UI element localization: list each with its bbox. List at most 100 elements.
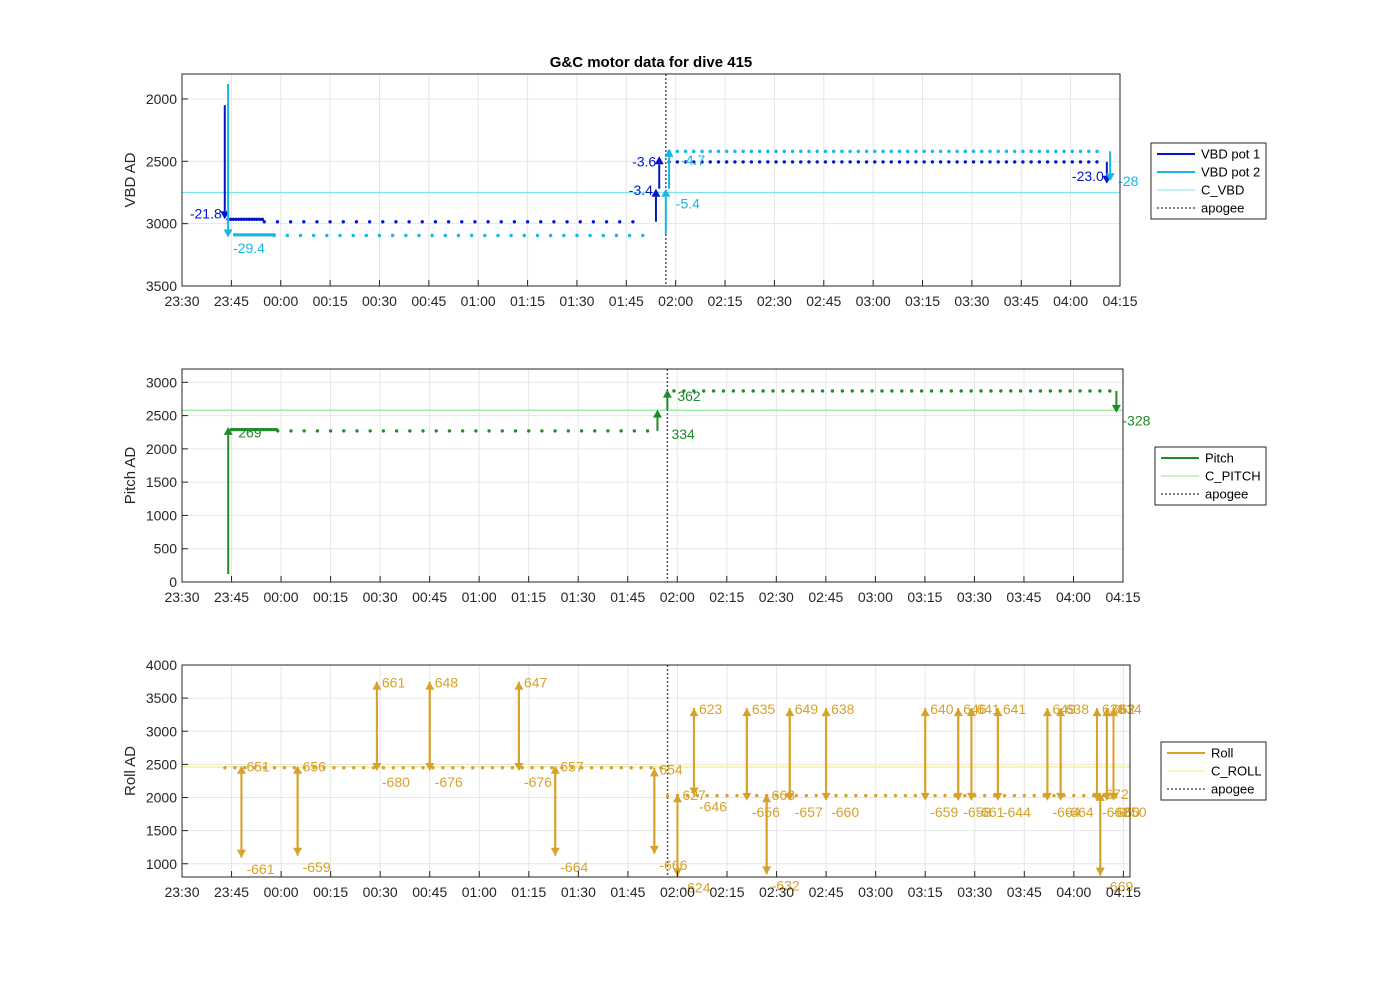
x-tick-label: 00:00 xyxy=(264,884,299,900)
data-point xyxy=(619,429,623,433)
data-point xyxy=(629,765,633,770)
data-point xyxy=(930,149,935,154)
data-point xyxy=(766,149,770,154)
data-point xyxy=(364,233,369,238)
data-point xyxy=(641,233,645,238)
x-tick-label: 00:15 xyxy=(313,884,348,900)
data-point xyxy=(322,765,326,770)
data-point xyxy=(963,160,968,164)
y-tick-label: 2500 xyxy=(146,408,177,424)
legend-label: apogee xyxy=(1201,201,1244,216)
data-point xyxy=(256,233,261,237)
legend-label: VBD pot 1 xyxy=(1201,147,1260,162)
data-point xyxy=(721,389,726,393)
x-tick-label: 02:15 xyxy=(709,884,744,900)
data-point xyxy=(473,220,477,224)
axes-box xyxy=(181,664,1131,878)
data-point xyxy=(947,160,951,164)
data-point xyxy=(461,765,465,770)
move-arrowhead xyxy=(664,148,674,157)
x-tick-label: 03:30 xyxy=(957,589,992,605)
data-point xyxy=(246,233,250,237)
move-label: -23.0 xyxy=(1072,168,1104,184)
data-point xyxy=(269,427,273,432)
data-point xyxy=(733,149,737,154)
grid xyxy=(181,74,1121,287)
x-tick-label: 03:00 xyxy=(858,589,893,605)
data-point xyxy=(1088,389,1092,393)
y-tick-label: 2500 xyxy=(146,756,177,772)
data-point xyxy=(244,217,249,221)
data-point xyxy=(252,217,257,221)
move-arrowhead xyxy=(372,763,382,771)
data-point xyxy=(262,765,267,770)
data-point xyxy=(420,220,424,224)
data-point xyxy=(256,427,260,432)
data-point xyxy=(771,389,775,393)
x-tick-label: 00:45 xyxy=(412,589,447,605)
data-point xyxy=(460,220,464,224)
data-point xyxy=(914,160,918,164)
data-point xyxy=(229,427,234,432)
data-point xyxy=(897,160,902,164)
data-point xyxy=(804,793,808,798)
x-tick-label: 04:00 xyxy=(1053,293,1088,309)
data-point xyxy=(1070,149,1074,154)
data-point xyxy=(705,793,709,798)
data-point xyxy=(864,149,869,154)
data-point xyxy=(486,220,490,224)
data-point xyxy=(562,233,566,238)
data-point xyxy=(487,429,491,433)
move-label: -4.7 xyxy=(681,152,705,168)
data-point xyxy=(260,217,265,221)
data-point xyxy=(1012,160,1017,164)
data-point xyxy=(232,233,237,237)
data-point xyxy=(939,389,944,393)
data-point xyxy=(264,427,268,432)
data-point xyxy=(790,149,795,154)
data-point xyxy=(900,389,904,393)
data-point xyxy=(421,429,425,433)
data-point xyxy=(996,160,1000,164)
data-point xyxy=(441,765,445,770)
x-tick-label: 23:45 xyxy=(214,589,249,605)
data-point xyxy=(774,793,779,798)
data-point xyxy=(401,765,406,770)
data-point xyxy=(1012,149,1017,154)
x-tick-label: 00:45 xyxy=(411,293,446,309)
move-label: 651 xyxy=(246,759,270,775)
data-point xyxy=(1054,149,1058,154)
x-tick-label: 01:15 xyxy=(511,884,546,900)
data-point xyxy=(239,217,243,221)
data-point xyxy=(289,429,293,433)
x-tick-label: 00:00 xyxy=(264,589,299,605)
data-point xyxy=(848,160,852,164)
data-point xyxy=(243,233,247,237)
move-label: -657 xyxy=(795,804,823,820)
data-point xyxy=(893,793,898,798)
x-tick-label: 01:30 xyxy=(561,884,596,900)
data-point xyxy=(456,233,461,238)
data-point xyxy=(700,149,704,154)
data-point xyxy=(430,233,434,238)
data-point xyxy=(433,220,438,224)
data-point xyxy=(1062,149,1066,154)
data-point xyxy=(500,765,505,770)
move-arrowhead xyxy=(993,792,1003,801)
data-point xyxy=(695,793,699,798)
data-point xyxy=(390,233,395,238)
data-point xyxy=(352,765,356,770)
data-point xyxy=(243,765,247,770)
x-tick-label: 03:15 xyxy=(907,589,942,605)
data-point xyxy=(328,429,333,433)
data-point xyxy=(1045,149,1050,154)
move-arrowhead xyxy=(1111,404,1121,413)
data-point xyxy=(248,427,252,432)
legend-label: C_ROLL xyxy=(1211,764,1262,779)
data-point xyxy=(1021,149,1025,154)
data-point xyxy=(774,149,778,154)
data-point xyxy=(692,149,696,154)
